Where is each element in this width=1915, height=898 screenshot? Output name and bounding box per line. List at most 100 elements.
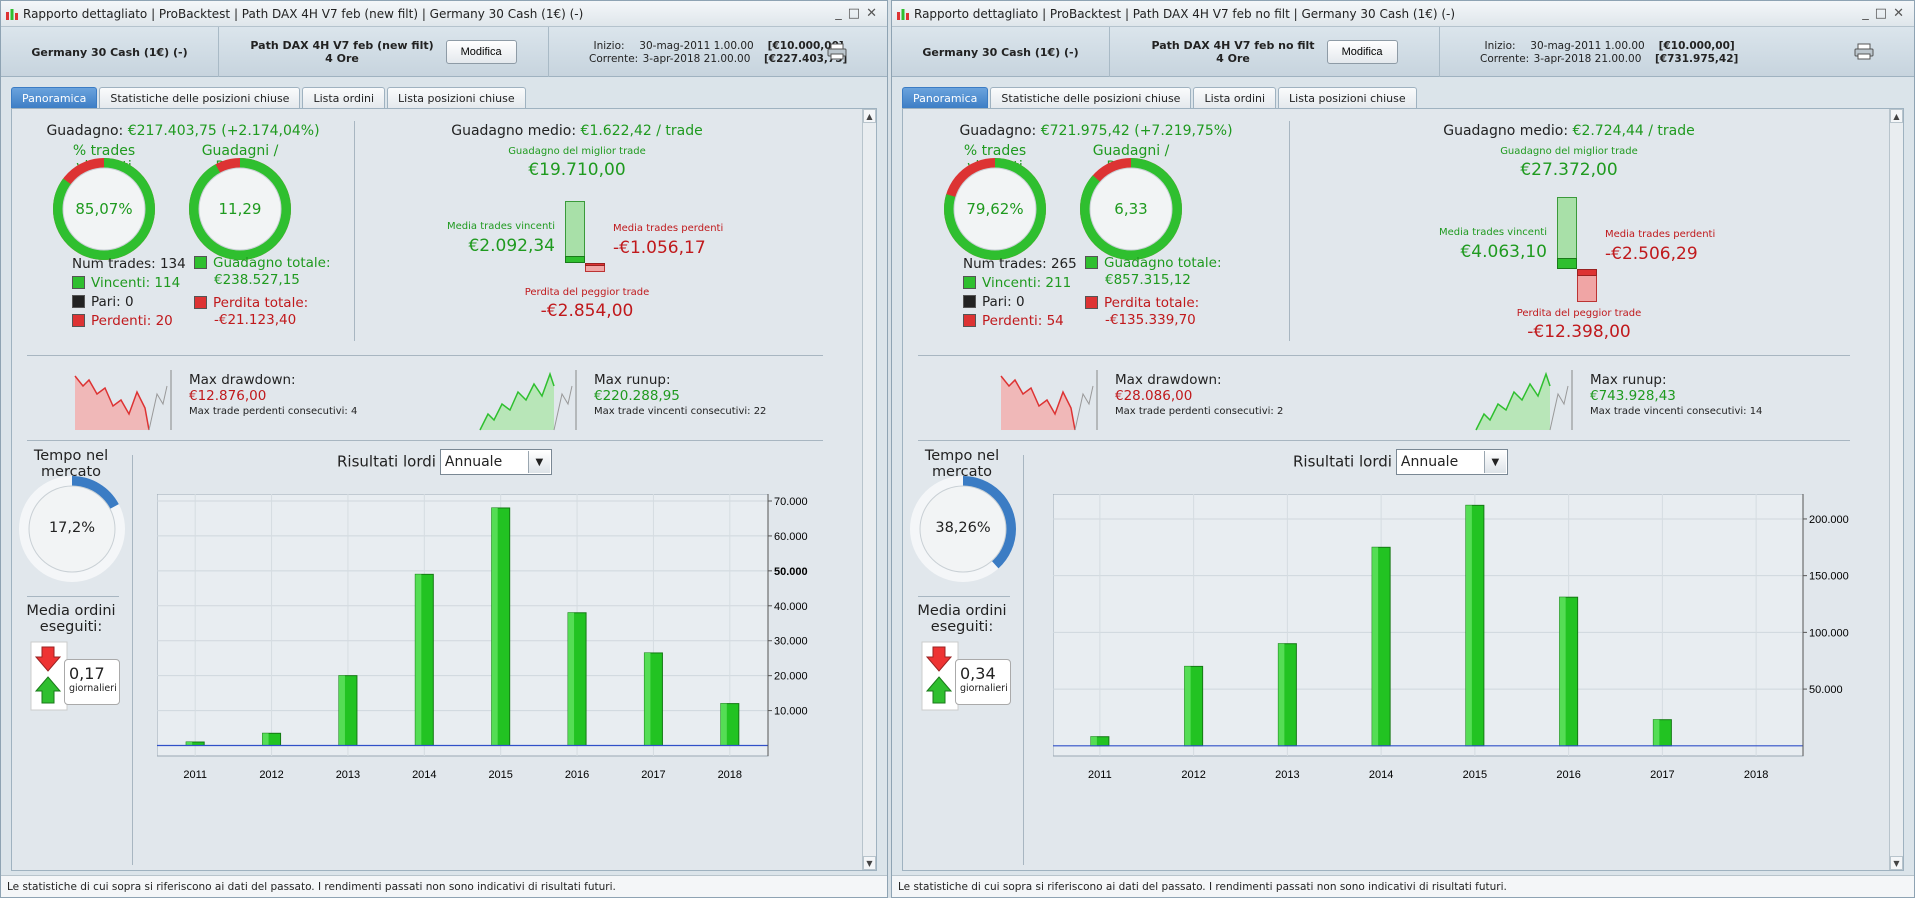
scroll-down-icon[interactable]: ▼: [863, 856, 876, 870]
printer-icon[interactable]: [1854, 43, 1874, 60]
tab-panoramica[interactable]: Panoramica: [11, 87, 98, 109]
strategy-cell: Path DAX 4H V7 feb no filt 4 Ore Modific…: [1110, 27, 1440, 77]
runup-consec: Max trade vincenti consecutivi: 14: [1590, 406, 1763, 417]
disclaimer-footer: Le statistiche di cui sopra si riferisco…: [892, 875, 1914, 897]
losers-row: Perdenti: 20: [72, 312, 186, 331]
win-pct-donut: [53, 158, 155, 260]
orders-value: 0,34: [960, 664, 996, 683]
total-loss-swatch: [194, 296, 207, 309]
runup-label: Max runup:: [1590, 372, 1667, 388]
result-bar-highlight-2012: [1184, 666, 1191, 746]
avg-gain-label: Guadagno medio:: [451, 123, 577, 139]
results-header: Risultati lordi Annuale ▼: [1293, 449, 1508, 475]
result-bar-highlight-2016: [568, 612, 575, 746]
loss-swatch: [963, 314, 976, 327]
strategy-info: Path DAX 4H V7 feb (new filt) 4 Ore: [250, 39, 433, 65]
worst-trade-label: Perdita del peggior trade: [1516, 307, 1642, 319]
trade-counts: Num trades: 265 Vincenti: 211 Pari: 0 Perde…: [963, 255, 1077, 331]
result-bar-highlight-2013: [1278, 643, 1285, 746]
pro-realtime-icon: [6, 9, 18, 20]
tab-statistiche[interactable]: Statistiche delle posizioni chiuse: [990, 87, 1192, 109]
total-loss-label-row: Perdita totale:: [194, 295, 331, 312]
avg-win-label: Media trades vincenti: [447, 221, 555, 232]
period-value: Annuale: [444, 454, 503, 470]
section-divider-1: [27, 355, 823, 356]
tab-lista-ordini[interactable]: Lista ordini: [302, 87, 386, 109]
modify-button[interactable]: Modifica: [445, 40, 517, 64]
drawdown-label: Max drawdown:: [1115, 372, 1222, 388]
close-icon[interactable]: ✕: [1893, 6, 1910, 21]
report-header: Germany 30 Cash (1€) (-) Path DAX 4H V7 …: [1, 27, 887, 77]
maximize-icon[interactable]: □: [1874, 6, 1894, 21]
orders-unit: giornalieri: [960, 683, 1008, 694]
summary-divider: [1289, 121, 1290, 341]
avg-win-bar: [1557, 258, 1577, 269]
drawdown-value: €28.086,00: [1115, 388, 1193, 404]
start-date: 30-mag-2011 1.00.00: [1530, 39, 1645, 52]
scroll-up-icon[interactable]: ▲: [1890, 109, 1903, 123]
num-trades: Num trades: 265: [963, 256, 1077, 272]
tab-lista-ordini[interactable]: Lista ordini: [1193, 87, 1277, 109]
total-gain-swatch: [194, 256, 207, 269]
gain-label: Guadagno:: [959, 123, 1037, 139]
vertical-scrollbar[interactable]: ▲ ▼: [1889, 109, 1903, 870]
strategy-info: Path DAX 4H V7 feb no filt 4 Ore: [1151, 39, 1314, 65]
result-bar-highlight-2011: [1090, 736, 1097, 746]
results-label: Risultati lordi: [1293, 452, 1392, 471]
annual-results-chart: 50.000 100.000 150.000 200.000 2011 2012 2013 2…: [1053, 494, 1849, 781]
start-value: [€10.000,00]: [767, 39, 844, 52]
result-bar-highlight-2014: [1372, 547, 1379, 746]
tab-panoramica[interactable]: Panoramica: [902, 87, 989, 109]
avg-loss-value: -€2.506,29: [1605, 244, 1698, 264]
strategy-name: Path DAX 4H V7 feb no filt: [1151, 39, 1315, 52]
even-swatch: [72, 295, 85, 308]
minimize-icon[interactable]: _: [1862, 6, 1875, 21]
window-titlebar[interactable]: Rapporto dettagliato | ProBacktest | Pat…: [892, 1, 1914, 27]
x-tick-label: 2014: [1369, 769, 1393, 781]
tab-statistiche[interactable]: Statistiche delle posizioni chiuse: [99, 87, 301, 109]
time-in-market-donut-center: [28, 485, 116, 573]
maximize-icon[interactable]: □: [847, 6, 867, 21]
result-bar-highlight-2013: [338, 675, 345, 746]
best-trade-label: Guadagno del miglior trade: [508, 146, 646, 157]
period-dropdown[interactable]: Annuale ▼: [1395, 449, 1508, 475]
runup-minichart: [472, 364, 582, 434]
modify-button[interactable]: Modifica: [1326, 40, 1398, 64]
current-label: Corrente:: [589, 52, 639, 65]
win-pct-value: 85,07%: [75, 200, 133, 218]
section-divider-2: [918, 440, 1850, 441]
x-tick-label: 2018: [718, 769, 742, 781]
x-tick-label: 2016: [565, 769, 589, 781]
gl-ratio-donut-fill: [1080, 158, 1182, 260]
total-loss-value: -€135.339,70: [1105, 312, 1196, 328]
vertical-scrollbar[interactable]: ▲ ▼: [862, 109, 876, 870]
y-tick-label: 200.000: [1809, 514, 1849, 526]
avg-gain-summary: Guadagno medio: €1.622,42 / trade: [437, 123, 717, 139]
printer-icon[interactable]: [827, 43, 847, 60]
even-row: Pari: 0: [963, 293, 1077, 312]
close-icon[interactable]: ✕: [866, 6, 883, 21]
period-dropdown[interactable]: Annuale ▼: [439, 449, 552, 475]
overview-content: Guadagno: €721.975,42 (+7.219,75%)% trad…: [902, 108, 1904, 871]
runup-minichart-area: [480, 374, 554, 430]
window-title: Rapporto dettagliato | ProBacktest | Pat…: [23, 7, 584, 21]
start-label: Inizio:: [593, 39, 625, 52]
avg-win-value: €2.092,34: [468, 236, 555, 256]
winners-count: Vincenti: 114: [91, 275, 181, 291]
tab-lista-posizioni[interactable]: Lista posizioni chiuse: [1278, 87, 1417, 109]
minimize-icon[interactable]: _: [835, 6, 848, 21]
drawdown-minichart-line: [1000, 375, 1076, 431]
avg-win-bar: [565, 256, 585, 263]
y-tick-label: 40.000: [774, 601, 808, 613]
time-in-market-label: Tempo nel mercato: [33, 448, 109, 480]
strategy-cell: Path DAX 4H V7 feb (new filt) 4 Ore Modi…: [219, 27, 549, 77]
total-loss-label-row: Perdita totale:: [1085, 295, 1222, 312]
time-divider: [918, 596, 1010, 597]
window-titlebar[interactable]: Rapporto dettagliato | ProBacktest | Pat…: [1, 1, 887, 27]
scroll-down-icon[interactable]: ▼: [1890, 856, 1903, 870]
total-loss-value: -€21.123,40: [214, 312, 297, 328]
scroll-up-icon[interactable]: ▲: [863, 109, 876, 123]
avg-loss-label: Media trades perdenti: [1605, 229, 1716, 240]
x-tick-label: 2015: [488, 769, 512, 781]
tab-lista-posizioni[interactable]: Lista posizioni chiuse: [387, 87, 526, 109]
